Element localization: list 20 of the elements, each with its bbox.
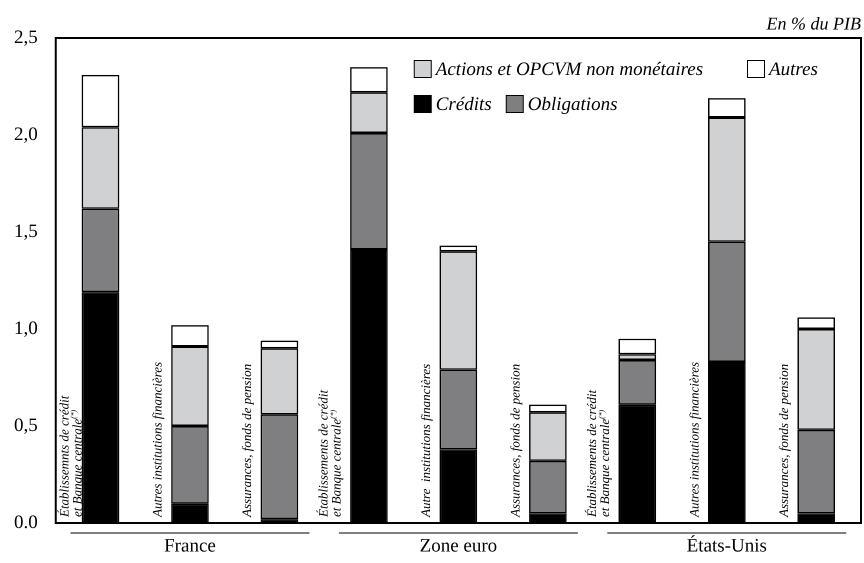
legend-label: Obligations xyxy=(528,94,618,115)
x-tick-label: Assurances, fonds de pension xyxy=(776,364,791,518)
y-tick-label: 0,5 xyxy=(14,414,38,436)
x-tick-label: Autres institutions financières xyxy=(686,362,702,518)
legend-label: Autres xyxy=(767,59,818,80)
chart-subtitle: En % du PIB xyxy=(766,14,861,34)
text: Zone euro xyxy=(420,535,498,556)
y-tick-label: 2,0 xyxy=(14,124,38,145)
x-tick-label: Autres institutions financières xyxy=(150,362,165,518)
y-tick-label: 2,5 xyxy=(14,26,38,48)
legend-label: Actions et OPCVM non monétaires xyxy=(434,59,704,80)
text: États-Unis xyxy=(686,534,767,556)
x-tick-label: Assurances, fonds de pension xyxy=(508,364,523,518)
legend-label: Crédits xyxy=(436,94,492,115)
x-tick-label: Assurances, fonds de pension xyxy=(239,364,254,518)
y-tick-label: 0.0 xyxy=(14,512,38,533)
text: France xyxy=(164,535,216,556)
x-tick-label: Autre institutions financières xyxy=(418,364,434,518)
y-tick-label: 1,5 xyxy=(14,220,38,242)
y-tick-label: 1,0 xyxy=(14,318,38,339)
